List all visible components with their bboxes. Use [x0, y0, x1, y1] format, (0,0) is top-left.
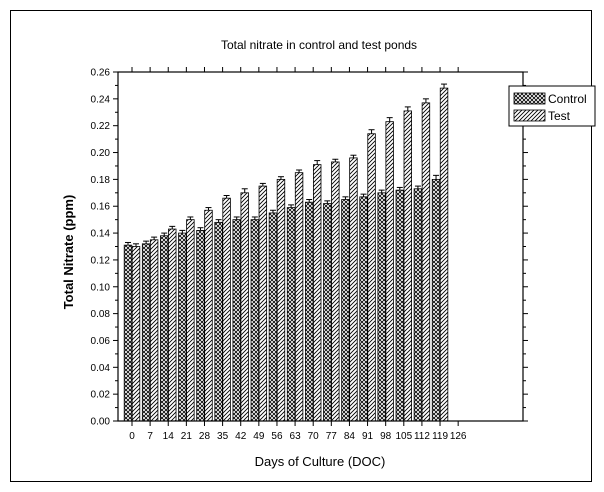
chart-title: Total nitrate in control and test ponds	[221, 38, 417, 52]
x-tick-label: 112	[414, 431, 430, 442]
bar-control	[286, 207, 296, 422]
legend-swatch-control	[513, 92, 546, 105]
y-tick-label: 0.16	[91, 202, 111, 213]
bar-control	[431, 178, 441, 422]
y-tick-label: 0.00	[91, 417, 111, 428]
x-tick-label: 119	[432, 431, 448, 442]
bars-group	[123, 87, 449, 422]
y-tick-label: 0.26	[91, 68, 111, 79]
bar-control	[141, 243, 151, 422]
bar-test	[258, 185, 268, 422]
bar-test	[131, 246, 141, 422]
y-tick-label: 0.18	[91, 175, 111, 186]
x-tick-label: 7	[147, 431, 153, 442]
bar-control	[413, 188, 423, 422]
bar-test	[439, 87, 449, 422]
legend-swatch-test	[513, 109, 546, 122]
x-tick-label: 84	[344, 431, 356, 442]
y-tick-label: 0.08	[91, 309, 111, 320]
bar-control	[160, 235, 169, 422]
x-tick-label: 91	[362, 431, 374, 442]
y-tick-label: 0.24	[91, 94, 111, 105]
bar-test	[312, 164, 322, 422]
x-tick-label: 49	[253, 431, 265, 442]
bar-test	[222, 197, 231, 422]
bar-test	[367, 133, 376, 422]
bar-test	[421, 102, 431, 422]
bar-test	[149, 239, 159, 422]
bar-control	[341, 199, 350, 422]
x-tick-label: 14	[163, 431, 175, 442]
bar-test	[240, 192, 249, 422]
y-tick-label: 0.14	[91, 229, 111, 240]
bar-control	[123, 244, 133, 422]
x-tick-label: 105	[395, 431, 412, 442]
bar-test	[331, 161, 340, 422]
bar-control	[250, 219, 260, 422]
bar-control	[214, 221, 223, 422]
x-tick-label: 0	[129, 431, 135, 442]
y-tick-label: 0.22	[91, 121, 111, 132]
bar-control	[359, 196, 368, 422]
x-tick-label: 21	[181, 431, 193, 442]
y-tick-label: 0.06	[91, 336, 111, 347]
y-tick-label: 0.04	[91, 363, 111, 374]
bar-test	[349, 157, 358, 422]
y-axis-title: Total Nitrate (ppm)	[61, 195, 76, 310]
x-tick-label: 56	[271, 431, 283, 442]
bar-test	[276, 178, 286, 422]
bar-test	[385, 121, 394, 422]
legend-label-control: Control	[548, 92, 587, 106]
y-tick-label: 0.10	[91, 282, 111, 293]
bar-test	[168, 228, 177, 422]
bar-control	[395, 189, 404, 422]
x-axis: 0 7 14 21 28 35 42 49 56 63 70 77 84 91 98 105 112 119 126	[129, 67, 467, 442]
y-tick-label: 0.20	[91, 148, 111, 159]
bar-control	[304, 201, 314, 422]
bar-test	[294, 172, 304, 422]
x-tick-label: 98	[380, 431, 392, 442]
error-bars-group	[125, 83, 448, 247]
bar-control	[323, 203, 332, 422]
x-tick-label: 70	[308, 431, 320, 442]
bar-control	[196, 229, 205, 422]
x-tick-label: 35	[217, 431, 229, 442]
x-tick-label: 77	[326, 431, 338, 442]
bar-test	[186, 219, 195, 422]
legend: Control Test	[508, 85, 596, 127]
bar-control	[178, 232, 187, 422]
x-tick-label: 28	[199, 431, 211, 442]
bar-control	[377, 192, 386, 422]
x-tick-label: 126	[450, 431, 467, 442]
bar-test	[403, 110, 412, 422]
y-tick-label: 0.02	[91, 390, 111, 401]
legend-label-test: Test	[548, 109, 571, 123]
x-tick-label: 42	[235, 431, 247, 442]
y-axis: 0.00 0.02 0.04 0.06 0.08 0.10 0.12 0.14 0.16 0.18…	[91, 68, 528, 428]
y-tick-label: 0.12	[91, 255, 111, 266]
x-axis-title: Days of Culture (DOC)	[255, 454, 386, 469]
bar-control	[232, 219, 241, 422]
bar-test	[204, 209, 213, 422]
bar-control	[268, 212, 278, 422]
x-tick-label: 63	[290, 431, 302, 442]
